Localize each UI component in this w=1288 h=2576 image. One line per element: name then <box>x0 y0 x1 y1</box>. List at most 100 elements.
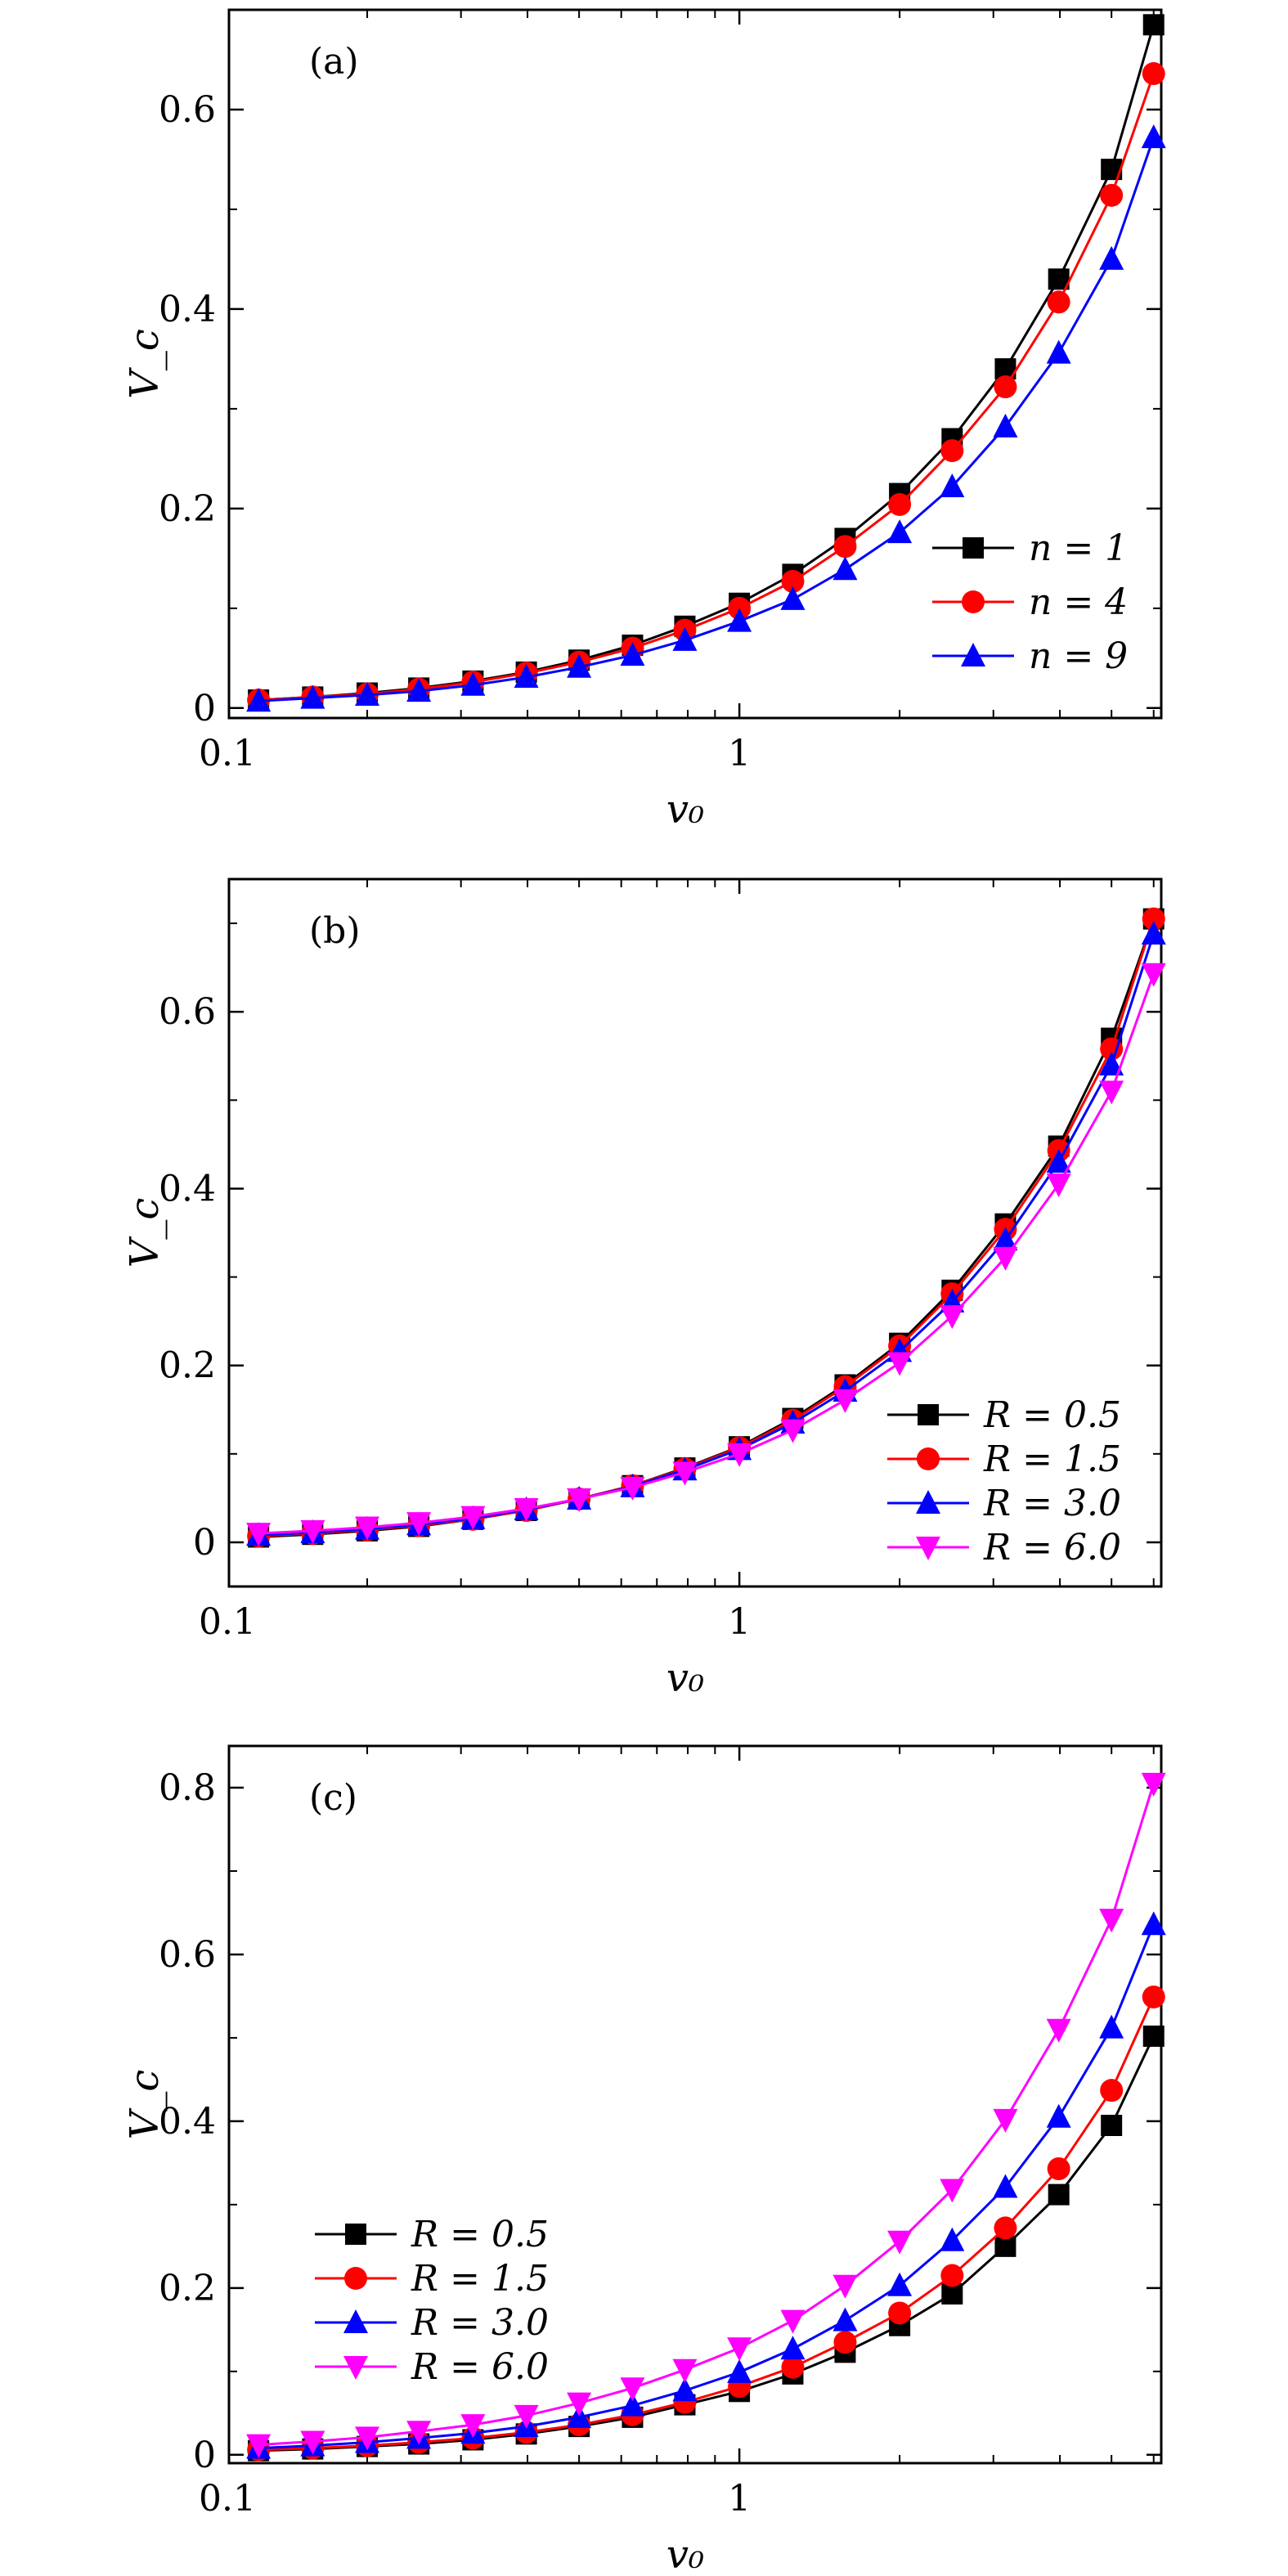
data-point <box>1046 2103 1071 2128</box>
data-point <box>567 653 592 678</box>
data-point <box>1099 1909 1124 1933</box>
plot-frame <box>227 1744 1163 2465</box>
data-point <box>940 2227 965 2251</box>
data-point <box>1141 921 1166 945</box>
legend-entry: n = 1 <box>932 527 1128 569</box>
data-point <box>514 663 539 688</box>
data-point <box>672 626 698 651</box>
legend-marker <box>343 2356 368 2380</box>
data-point <box>940 1305 965 1330</box>
data-point <box>993 1227 1018 1251</box>
data-point <box>620 1476 645 1501</box>
data-point <box>887 1352 913 1376</box>
data-point <box>567 1488 592 1512</box>
y-tick-label: 0 <box>193 1522 216 1564</box>
data-point <box>993 1246 1018 1271</box>
data-point <box>460 1506 486 1530</box>
data-point <box>672 2377 698 2402</box>
data-point <box>727 608 752 632</box>
y-axis-label: V_c <box>122 329 168 399</box>
data-point <box>993 413 1018 438</box>
data-point <box>300 1519 325 1544</box>
legend-entry: R = 3.0 <box>315 2302 549 2344</box>
series-line <box>258 73 1156 702</box>
data-point <box>460 671 486 696</box>
data-point <box>1046 1174 1071 1198</box>
data-point <box>1142 1985 1165 2008</box>
data-point <box>620 2392 645 2417</box>
y-tick-label: 0.6 <box>159 89 216 131</box>
data-point <box>833 535 857 559</box>
legend-label: R = 1.5 <box>983 1438 1121 1480</box>
data-point <box>780 2309 806 2334</box>
data-point <box>1047 290 1070 314</box>
data-point <box>620 2377 645 2402</box>
data-point <box>300 684 325 709</box>
legend-entry: n = 4 <box>932 581 1128 623</box>
data-point <box>1099 1080 1124 1105</box>
data-point <box>833 2331 857 2354</box>
data-point <box>355 2426 380 2451</box>
legend-marker <box>961 643 985 666</box>
data-point <box>672 1461 698 1486</box>
legend-label: R = 3.0 <box>411 2302 549 2344</box>
legend-marker <box>345 2224 366 2245</box>
legend: R = 0.5R = 1.5R = 3.0R = 6.0 <box>887 1394 1121 1568</box>
x-tick-label: 0.1 <box>199 733 256 774</box>
data-point <box>993 2174 1018 2198</box>
data-point <box>246 1523 272 1547</box>
series-4 <box>246 963 1166 1547</box>
y-axis-label-group: V_c <box>122 1198 168 1268</box>
x-tick-label: 1 <box>728 2478 751 2520</box>
plot-frame <box>227 877 1163 1588</box>
data-point <box>832 2307 858 2331</box>
x-tick-label: 1 <box>728 1601 751 1643</box>
data-point <box>1101 2114 1123 2136</box>
series-line <box>258 973 1156 1535</box>
legend-label: R = 1.5 <box>411 2258 549 2300</box>
data-point <box>887 2230 913 2255</box>
series-line <box>258 137 1156 702</box>
legend-entry: R = 1.5 <box>315 2258 549 2300</box>
data-point <box>994 2216 1017 2240</box>
panel-label: (c) <box>309 1777 357 1819</box>
legend-marker <box>916 1537 940 1560</box>
data-point <box>1099 1052 1124 1076</box>
x-axis-label: v₀ <box>666 787 704 832</box>
data-point <box>406 678 432 702</box>
panel-label: (a) <box>309 41 359 83</box>
series-3 <box>246 124 1166 712</box>
legend-entry: n = 9 <box>932 635 1128 677</box>
series-line <box>258 1923 1156 2450</box>
legend-marker <box>916 1490 940 1514</box>
data-point <box>1048 2183 1070 2206</box>
legend-entry: R = 0.5 <box>887 1394 1121 1436</box>
legend-marker <box>918 1404 939 1425</box>
data-point <box>406 2421 432 2445</box>
legend-label: R = 0.5 <box>411 2214 549 2255</box>
y-axis-label-group: V_c <box>122 329 168 399</box>
data-point <box>940 2179 965 2203</box>
data-point <box>1141 963 1166 987</box>
y-tick-label: 0.2 <box>159 1345 216 1387</box>
y-tick-label: 0.4 <box>159 2101 216 2143</box>
series-line <box>258 1783 1156 2447</box>
y-tick-label: 0 <box>193 688 216 729</box>
data-point <box>620 642 645 666</box>
data-point <box>1141 1772 1166 1797</box>
x-tick-label: 0.1 <box>199 2478 256 2520</box>
legend-label: R = 0.5 <box>983 1394 1121 1436</box>
legend-label: R = 3.0 <box>983 1483 1121 1524</box>
data-point <box>246 2434 272 2458</box>
data-point <box>1142 14 1165 36</box>
data-point <box>355 681 380 706</box>
y-axis-label: V_c <box>122 2070 168 2140</box>
data-point <box>940 439 964 463</box>
data-point <box>1046 2018 1071 2043</box>
series-3 <box>246 1911 1166 2459</box>
data-point <box>781 569 805 593</box>
x-tick-label: 0.1 <box>199 1601 256 1643</box>
legend-entry: R = 3.0 <box>887 1483 1121 1524</box>
data-point <box>406 1512 432 1537</box>
